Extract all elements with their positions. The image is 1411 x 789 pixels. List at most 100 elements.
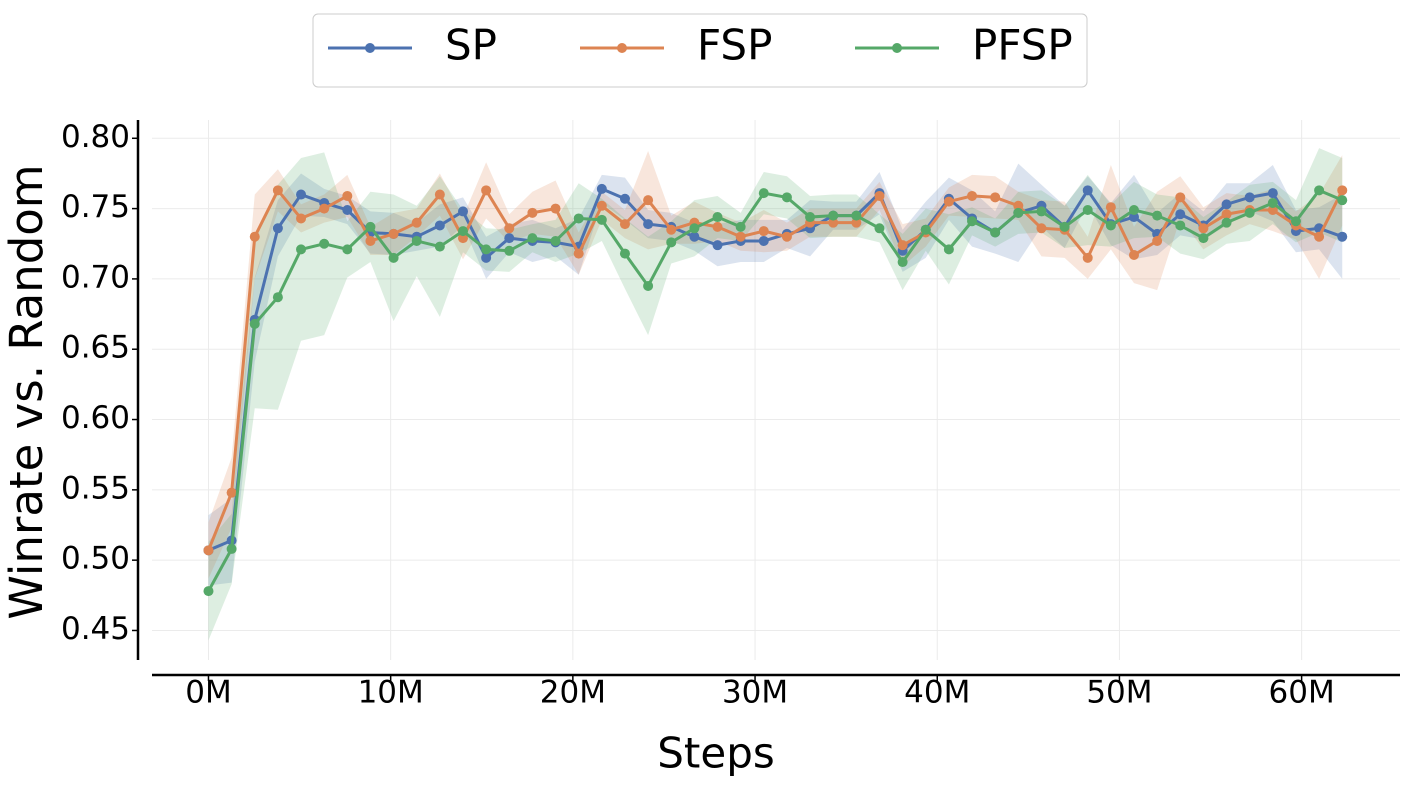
point	[550, 235, 561, 246]
y-tick-label: 0.45	[61, 611, 130, 647]
point	[735, 231, 746, 242]
point	[411, 217, 422, 228]
point	[296, 189, 307, 200]
point	[712, 240, 723, 251]
point	[272, 223, 283, 234]
point	[897, 240, 908, 251]
x-tick-label: 30M	[722, 675, 788, 711]
point	[967, 190, 978, 201]
point	[550, 203, 561, 214]
point	[272, 292, 283, 303]
point	[1314, 231, 1325, 242]
point	[758, 226, 769, 237]
point	[1129, 250, 1140, 260]
y-tick-label: 0.70	[61, 259, 130, 295]
point	[388, 228, 399, 239]
y-tick-label: 0.65	[61, 330, 130, 366]
x-tick-label: 10M	[358, 675, 424, 711]
point	[689, 223, 700, 234]
point	[203, 586, 214, 597]
point	[434, 220, 445, 231]
point	[781, 231, 792, 242]
point	[990, 192, 1001, 203]
point	[365, 221, 376, 232]
point	[596, 183, 607, 194]
point	[1198, 223, 1209, 234]
point	[851, 210, 862, 221]
point	[1105, 220, 1116, 231]
point	[1152, 210, 1163, 221]
legend-label: SP	[445, 21, 497, 70]
legend-marker	[365, 43, 375, 53]
x-tick-label: 20M	[540, 675, 606, 711]
legend-marker	[617, 43, 627, 53]
point	[1059, 221, 1070, 232]
point	[1082, 252, 1093, 263]
point	[596, 214, 607, 225]
point	[481, 244, 492, 255]
point	[874, 190, 885, 201]
point	[712, 212, 723, 223]
point	[457, 226, 468, 237]
y-tick-label: 0.75	[61, 189, 130, 225]
point	[1198, 233, 1209, 244]
point	[1337, 195, 1348, 206]
point	[990, 227, 1001, 238]
point	[666, 224, 677, 235]
point	[249, 231, 260, 242]
point	[342, 205, 353, 215]
y-tick-label: 0.80	[61, 119, 130, 155]
point	[1290, 216, 1301, 227]
point	[296, 213, 307, 224]
point	[1082, 205, 1093, 215]
point	[1267, 205, 1278, 215]
point	[434, 241, 445, 252]
point	[828, 217, 839, 228]
y-axis-label: Winrate vs. Random	[0, 164, 53, 619]
point	[967, 216, 978, 227]
point	[457, 233, 468, 244]
point	[1175, 220, 1186, 231]
point	[527, 233, 538, 244]
point	[1221, 209, 1232, 220]
point	[319, 238, 330, 249]
point	[481, 185, 492, 196]
point	[1082, 185, 1093, 196]
point	[249, 318, 260, 329]
point	[1314, 185, 1325, 196]
error-band	[208, 148, 1343, 641]
point	[504, 223, 515, 234]
point	[365, 235, 376, 246]
point	[203, 545, 214, 556]
point	[1036, 223, 1047, 234]
point	[1175, 209, 1186, 220]
point	[689, 231, 700, 242]
point	[1013, 200, 1024, 211]
x-axis-label: Steps	[657, 729, 775, 778]
point	[1337, 231, 1348, 242]
point	[1175, 192, 1186, 203]
point	[504, 233, 515, 244]
y-tick-label: 0.55	[61, 470, 130, 506]
point	[481, 252, 492, 263]
point	[342, 244, 353, 255]
point	[828, 210, 839, 221]
point	[1267, 197, 1278, 208]
point	[1036, 206, 1047, 217]
point	[1105, 202, 1116, 213]
point	[226, 487, 237, 498]
point	[1129, 205, 1140, 215]
point	[527, 207, 538, 218]
point	[226, 543, 237, 554]
point	[874, 223, 885, 234]
point	[805, 212, 816, 223]
point	[504, 245, 515, 256]
point	[388, 252, 399, 263]
point	[272, 185, 283, 196]
point	[573, 213, 584, 224]
point	[1267, 188, 1278, 199]
point	[1013, 207, 1024, 218]
point	[920, 224, 931, 235]
legend-box	[312, 13, 1088, 88]
